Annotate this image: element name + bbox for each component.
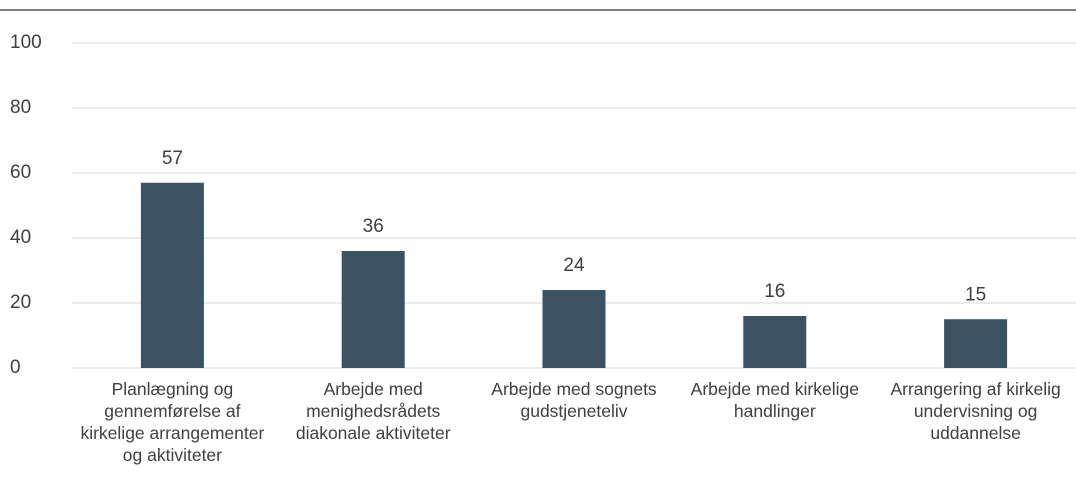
y-tick-label: 0 bbox=[10, 357, 21, 378]
bar bbox=[542, 290, 606, 368]
x-tick-label: Arrangering af kirkelig undervisning og … bbox=[890, 379, 1061, 443]
bar bbox=[743, 316, 807, 368]
data-label: 15 bbox=[965, 284, 986, 305]
x-tick-label: Planlægning og gennemførelse af kirkelig… bbox=[80, 379, 265, 465]
y-tick-label: 80 bbox=[10, 97, 31, 118]
x-tick-label: Arbejde med kirkelige handlinger bbox=[690, 379, 859, 421]
y-tick-label: 20 bbox=[10, 292, 31, 313]
data-label: 24 bbox=[563, 255, 585, 276]
x-tick-label: Arbejde med menighedsrådets diakonale ak… bbox=[295, 379, 451, 443]
data-label: 16 bbox=[764, 281, 785, 302]
bar bbox=[944, 319, 1008, 368]
bar bbox=[341, 251, 405, 368]
bar bbox=[140, 182, 204, 368]
y-tick-label: 60 bbox=[10, 162, 31, 183]
y-tick-label: 100 bbox=[10, 32, 42, 53]
data-label: 36 bbox=[363, 216, 384, 237]
x-tick-label: Arbejde med sognets gudstjeneteliv bbox=[491, 379, 657, 421]
data-label: 57 bbox=[162, 148, 183, 169]
y-tick-label: 40 bbox=[10, 227, 31, 248]
